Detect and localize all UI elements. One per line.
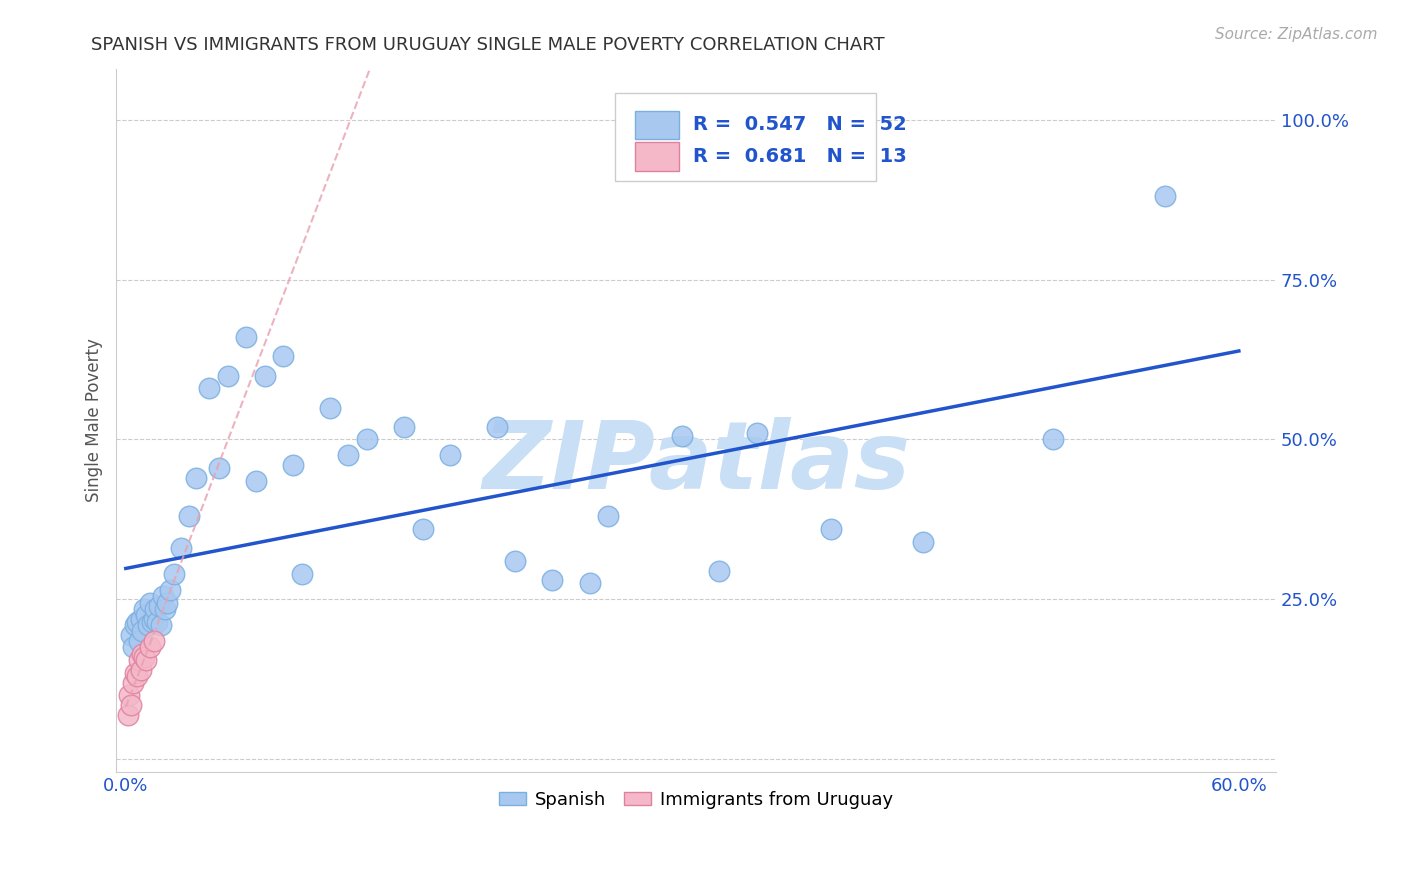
Point — [392, 419, 415, 434]
Point — [709, 564, 731, 578]
Point — [135, 608, 157, 623]
Text: SPANISH VS IMMIGRANTS FROM URUGUAY SINGLE MALE POVERTY CORRELATION CHART: SPANISH VS IMMIGRANTS FROM URUGUAY SINGL… — [91, 36, 884, 54]
Point — [120, 698, 142, 712]
Point — [198, 381, 221, 395]
Point — [541, 573, 564, 587]
Point — [671, 429, 693, 443]
Text: R =  0.681   N =  13: R = 0.681 N = 13 — [693, 147, 907, 166]
Point — [134, 602, 156, 616]
Point — [598, 509, 620, 524]
Point — [1153, 189, 1175, 203]
Point — [146, 615, 169, 629]
Point — [217, 368, 239, 383]
Text: ZIPatlas: ZIPatlas — [482, 417, 910, 508]
Point — [142, 634, 165, 648]
Point — [118, 689, 141, 703]
Point — [141, 615, 163, 629]
Point — [125, 615, 148, 629]
Point — [1042, 433, 1064, 447]
Point — [139, 596, 162, 610]
Point — [129, 663, 152, 677]
Point — [134, 649, 156, 664]
Point — [186, 471, 208, 485]
Point — [117, 707, 139, 722]
Point — [356, 433, 378, 447]
Point — [129, 611, 152, 625]
Point — [131, 624, 153, 639]
Point — [148, 599, 170, 613]
Point — [136, 618, 159, 632]
Point — [245, 474, 267, 488]
Point — [120, 627, 142, 641]
Bar — [634, 111, 679, 139]
Point — [170, 541, 193, 556]
Point — [135, 653, 157, 667]
Point — [122, 640, 145, 655]
Legend: Spanish, Immigrants from Uruguay: Spanish, Immigrants from Uruguay — [492, 783, 901, 816]
Point — [578, 576, 600, 591]
Point — [124, 665, 146, 680]
Point — [505, 554, 527, 568]
Point — [820, 522, 842, 536]
Point — [139, 640, 162, 655]
FancyBboxPatch shape — [614, 93, 876, 181]
Point — [150, 618, 173, 632]
Point — [207, 461, 229, 475]
Point — [745, 426, 768, 441]
Point — [142, 611, 165, 625]
Point — [319, 401, 342, 415]
Point — [155, 596, 177, 610]
Point — [128, 634, 150, 648]
Point — [281, 458, 304, 472]
Point — [163, 566, 186, 581]
Point — [291, 566, 314, 581]
Point — [145, 602, 167, 616]
Point — [128, 653, 150, 667]
Point — [337, 449, 360, 463]
Point — [412, 522, 434, 536]
Point — [253, 368, 276, 383]
Point — [439, 449, 461, 463]
Point — [485, 419, 508, 434]
Point — [153, 602, 176, 616]
Point — [159, 582, 181, 597]
Point — [177, 509, 200, 524]
Y-axis label: Single Male Poverty: Single Male Poverty — [86, 338, 103, 502]
Point — [273, 349, 295, 363]
Point — [912, 534, 935, 549]
Bar — [634, 143, 679, 170]
Point — [122, 675, 145, 690]
Point — [131, 647, 153, 661]
Point — [152, 589, 174, 603]
Point — [235, 330, 257, 344]
Text: R =  0.547   N =  52: R = 0.547 N = 52 — [693, 115, 907, 135]
Point — [124, 618, 146, 632]
Text: Source: ZipAtlas.com: Source: ZipAtlas.com — [1215, 27, 1378, 42]
Point — [125, 669, 148, 683]
